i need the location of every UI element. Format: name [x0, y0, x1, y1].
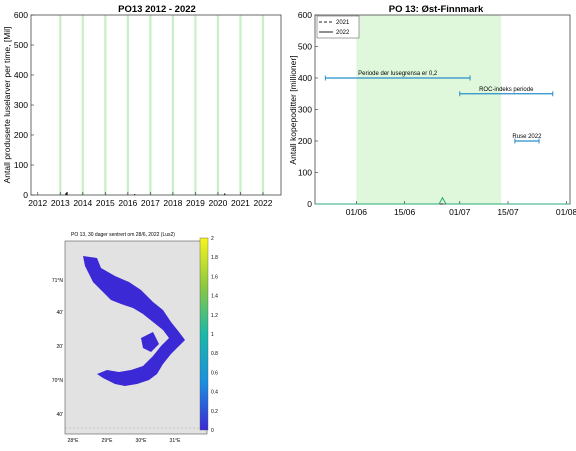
chart1-ytick-label: 600 — [14, 10, 28, 20]
chart1-green-period — [216, 15, 220, 195]
colorbar-tick-label: 0.6 — [211, 370, 218, 376]
map-lat-label: 70°N — [52, 378, 64, 384]
chart1-ytick-label: 400 — [14, 70, 28, 80]
chart1-title: PO13 2012 - 2022 — [118, 4, 196, 15]
chart1-plot-area — [30, 14, 282, 196]
chart2-annotation-label: Periode der lusegrensa er 0,2 — [358, 71, 438, 77]
chart2-xtick-label: 15/06 — [394, 207, 416, 217]
colorbar-tick-label: 1.2 — [211, 313, 218, 319]
chart2-xtick-label: 01/08 — [556, 207, 576, 217]
chart-po13-2012-2022: PO13 2012 - 2022 0 100 200 300 400 500 600 201… — [2, 4, 282, 208]
chart2-legend: 2021 2022 — [316, 15, 360, 39]
chart2-shaded-period — [356, 15, 502, 204]
legend-2021-label: 2021 — [336, 20, 350, 26]
chart2-ytick-label: 400 — [298, 73, 312, 83]
colorbar-tick-label: 0.8 — [211, 351, 218, 357]
colorbar-tick-label: 0.2 — [211, 409, 218, 415]
chart1-ylabel: Antall produserte luselarver per time, [… — [2, 27, 12, 184]
legend-2022-label: 2022 — [336, 30, 350, 36]
chart1-green-period — [149, 15, 152, 195]
chart1-xtick-label: 2018 — [163, 198, 182, 208]
map-lat-label: 40' — [56, 412, 63, 418]
chart1-green-period — [81, 15, 84, 195]
chart1-xtick-label: 2015 — [96, 198, 115, 208]
chart1-ytick-label: 0 — [23, 190, 28, 200]
chart2-annotation-label: Ruse 2022 — [512, 134, 542, 140]
chart1-green-period — [171, 15, 175, 195]
map-lon-label: 29°E — [102, 438, 114, 444]
chart2-title: PO 13: Øst-Finnmark — [389, 4, 484, 15]
chart1-green-period — [126, 15, 129, 195]
chart-lus2-map: PO 13, 30 dager sentrert om 28/6, 2022 (… — [52, 232, 218, 444]
chart1-green-period — [59, 15, 62, 195]
map-title: PO 13, 30 dager sentrert om 28/6, 2022 (… — [71, 232, 175, 238]
colorbar-tick-label: 1.8 — [211, 255, 218, 261]
colorbar-tick-label: 1.4 — [211, 294, 218, 300]
chart1-ytick-label: 300 — [14, 100, 28, 110]
chart2-xtick-label: 01/07 — [449, 207, 471, 217]
chart2-ytick-label: 200 — [298, 136, 312, 146]
chart1-ytick-label: 200 — [14, 130, 28, 140]
map-lat-label: 71°N — [52, 278, 64, 284]
chart1-xtick-label: 2022 — [254, 198, 273, 208]
map-lat-label: 20' — [56, 344, 63, 350]
chart2-ytick-label: 300 — [298, 105, 312, 115]
chart1-xtick-label: 2020 — [208, 198, 227, 208]
colorbar-tick-label: 0.4 — [211, 390, 218, 396]
chart1-xtick-label: 2014 — [73, 198, 92, 208]
chart1-green-period — [194, 15, 197, 195]
chart1-xtick-label: 2017 — [141, 198, 160, 208]
colorbar-tick-label: 0 — [211, 428, 214, 434]
map-plot-area — [64, 240, 208, 435]
map-lon-label: 30°E — [136, 438, 148, 444]
map-lon-label: 31°E — [170, 438, 182, 444]
chart2-annotation-label: ROC-indeks periode — [479, 87, 534, 93]
map-fjord-2 — [141, 332, 159, 352]
chart1-green-period — [104, 15, 107, 195]
chart1-xtick-label: 2019 — [186, 198, 205, 208]
chart2-ylabel: Antall kopepoditter [millioner] — [288, 55, 298, 164]
chart1-xtick-label: 2016 — [118, 198, 137, 208]
chart-po13-ost-finnmark: PO 13: Øst-Finnmark 0100200300400500600 … — [288, 4, 576, 217]
colorbar-tick-label: 1 — [211, 332, 214, 338]
chart1-ytick-label: 500 — [14, 40, 28, 50]
chart1-green-period — [239, 15, 242, 195]
chart2-series-2022 — [315, 196, 570, 205]
colorbar-tick-label: 2 — [211, 236, 214, 242]
chart1-xtick-label: 2021 — [231, 198, 250, 208]
colorbar-tick-label: 1.6 — [211, 274, 218, 280]
chart1-green-period — [261, 15, 265, 195]
map-lon-label: 28°E — [68, 438, 80, 444]
chart1-xtick-label: 2012 — [28, 198, 47, 208]
chart2-xtick-label: 15/07 — [497, 207, 519, 217]
chart1-xtick-label: 2013 — [51, 198, 70, 208]
chart2-ytick-label: 600 — [298, 10, 312, 20]
map-lat-label: 40' — [56, 310, 63, 316]
chart2-ytick-label: 100 — [298, 168, 312, 178]
map-fjord — [101, 284, 135, 304]
chart2-ytick-label: 0 — [307, 199, 312, 209]
chart2-xtick-label: 01/06 — [346, 207, 368, 217]
map-colorbar — [199, 237, 209, 431]
chart2-ytick-label: 500 — [298, 42, 312, 52]
chart1-ytick-label: 100 — [14, 160, 28, 170]
